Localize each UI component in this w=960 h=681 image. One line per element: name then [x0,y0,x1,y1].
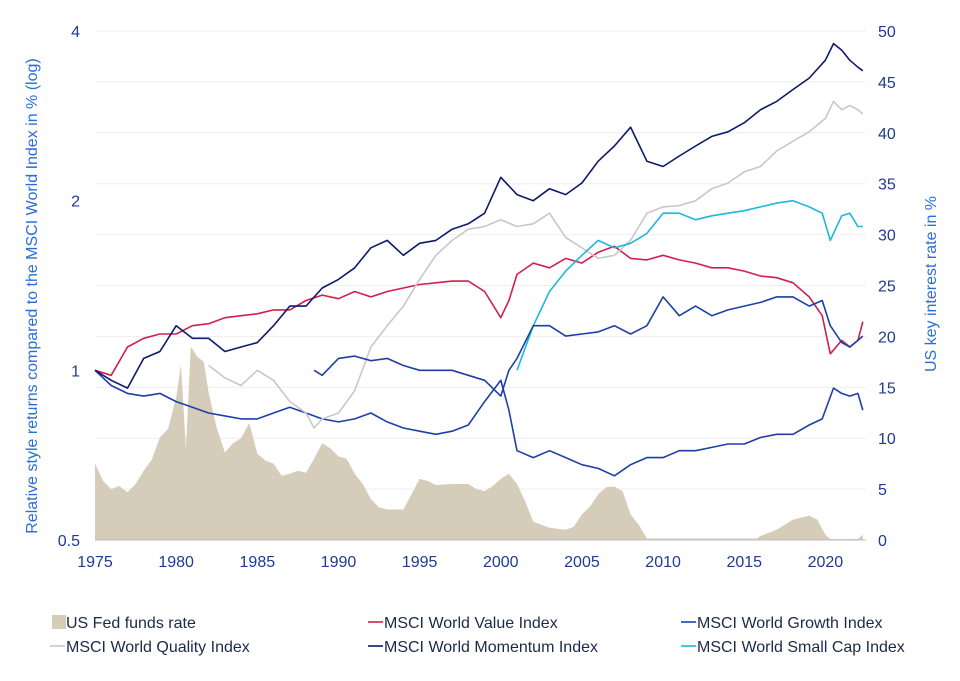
y-axis-left-ticks: 0.5 1 2 4 [58,24,80,550]
gridlines [95,30,866,490]
y-axis-right-ticks: 0 5 10 15 20 25 30 35 40 45 50 [878,24,896,550]
x-tick-label: 1975 [77,554,113,571]
series-line-1 [94,245,864,377]
x-tick-label: 1985 [240,554,276,571]
y-right-tick-label: 0 [878,533,887,550]
series-line-5 [516,199,863,371]
x-tick-label: 2015 [726,554,762,571]
y-right-tick-label: 5 [878,482,887,499]
legend-label: MSCI World Growth Index [697,615,883,632]
y-right-tick-label: 20 [878,329,896,346]
legend-label: MSCI World Small Cap Index [697,639,905,656]
y-right-tick-label: 35 [878,177,896,194]
x-tick-label: 2005 [564,554,600,571]
x-tick-label: 2010 [645,554,681,571]
y-left-tick-label: 4 [71,24,80,41]
series-area-fed-funds-rate [95,346,863,540]
y-right-tick-label: 25 [878,279,896,296]
x-tick-label: 1990 [321,554,357,571]
y-right-tick-label: 45 [878,75,896,92]
x-tick-label: 1995 [402,554,438,571]
y-right-tick-label: 10 [878,431,896,448]
legend-label: MSCI World Quality Index [66,639,250,656]
legend-label: MSCI World Momentum Index [384,639,598,656]
y-left-tick-label: 0.5 [58,533,80,550]
y-left-tick-label: 2 [71,194,80,211]
legend-label: US Fed funds rate [66,615,196,632]
fed-funds-area [95,346,863,540]
x-axis-ticks: 1975 1980 1985 1990 1995 2000 2005 2010 2015 2020 [77,554,843,571]
x-tick-label: 2020 [808,554,844,571]
y-axis-right-title: US key interest rate in % [923,196,940,372]
series-lines [94,42,864,477]
series-line-6 [313,296,864,397]
x-tick-label: 1980 [158,554,194,571]
series-line-4 [94,42,864,389]
y-axis-left-title: Relative style returns compared to the M… [24,58,41,533]
y-left-tick-label: 1 [71,363,80,380]
series-line-2 [94,369,864,477]
y-right-tick-label: 30 [878,228,896,245]
y-right-tick-label: 40 [878,126,896,143]
series-line-3 [208,100,864,429]
legend-label: MSCI World Value Index [384,615,558,632]
y-right-tick-label: 50 [878,24,896,41]
y-right-tick-label: 15 [878,380,896,397]
legend: US Fed funds rate MSCI World Value Index M… [50,615,905,656]
legend-swatch [52,615,66,629]
x-tick-label: 2000 [483,554,519,571]
